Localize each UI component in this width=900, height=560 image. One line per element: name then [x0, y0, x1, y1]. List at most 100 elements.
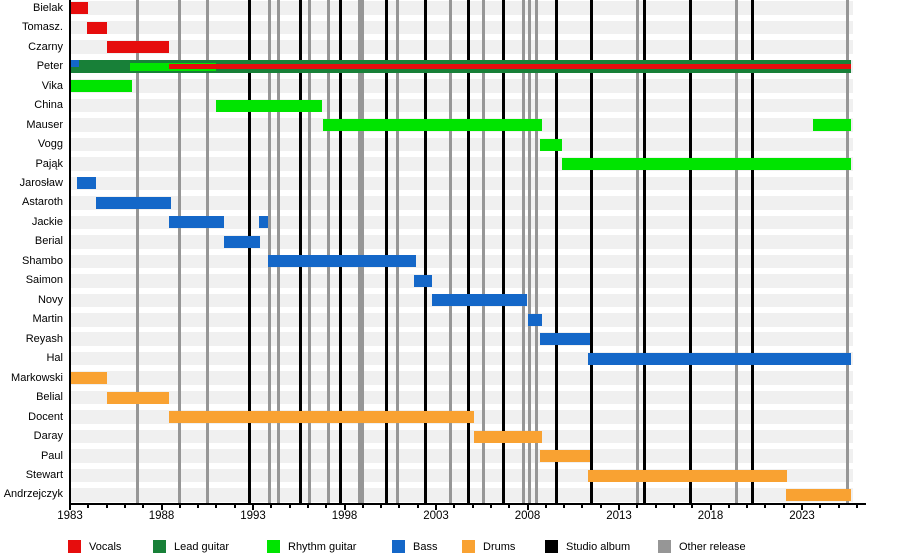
drums-bar [168, 411, 475, 424]
other-release-line [361, 0, 365, 503]
other-release-line [357, 0, 361, 503]
other-release-line [449, 0, 453, 503]
member-row-label: Belial [36, 391, 63, 404]
studio-album-release-line [502, 0, 506, 503]
drums-bar [70, 372, 107, 385]
bass-bar [77, 177, 96, 190]
x-axis-tick [160, 503, 163, 510]
x-axis-tick [691, 503, 694, 508]
member-row-label: Vika [41, 79, 63, 92]
x-axis-tick [672, 503, 675, 508]
member-row-label: Andrzejczyk [3, 488, 63, 501]
member-row-label: Hal [46, 352, 63, 365]
x-axis-year-label: 2003 [423, 510, 449, 522]
member-row-label: Markowski [11, 371, 63, 384]
x-axis-year-label: 2013 [606, 510, 632, 522]
x-axis-tick [197, 503, 200, 508]
vocals-bar [168, 64, 852, 70]
row-stripe [70, 20, 853, 35]
x-axis-tick [361, 503, 364, 508]
member-row-label: Mauser [26, 118, 63, 131]
x-axis-tick [252, 503, 254, 510]
bass-bar [258, 216, 268, 229]
studio-album-release-line [385, 0, 389, 503]
member-row-label: Saimon [25, 274, 63, 287]
studio-album-release-line [299, 0, 303, 503]
x-axis-tick [69, 503, 71, 510]
other-release-line [527, 0, 531, 503]
row-stripe [70, 235, 853, 249]
other-release-line [482, 0, 486, 503]
member-row-label: Docent [28, 410, 63, 423]
member-row-label: Jarosław [19, 176, 63, 189]
legend-swatch-rhythm [267, 540, 280, 553]
member-row-label: Reyash [25, 332, 63, 345]
x-axis-tick [782, 503, 785, 508]
x-axis-tick [746, 503, 749, 508]
member-row-label: Astaroth [22, 196, 63, 209]
member-row-label: Tomasz. [22, 21, 63, 34]
member-row-label: Novy [37, 293, 63, 306]
row-stripe [70, 1, 853, 15]
bass-bar [168, 216, 224, 229]
x-axis-tick [270, 503, 273, 508]
x-axis-tick [416, 503, 419, 508]
member-row-label: Daray [33, 430, 63, 442]
x-axis-tick [453, 503, 456, 508]
other-release-line [178, 0, 182, 503]
drums-bar [587, 469, 788, 482]
other-release-line [846, 0, 850, 503]
x-axis-tick [636, 503, 639, 508]
vocals-bar [106, 41, 169, 54]
x-axis-tick [801, 503, 803, 510]
other-release-line [277, 0, 281, 503]
other-release-line [635, 0, 639, 503]
bass-bar [432, 294, 528, 307]
studio-album-release-line [555, 0, 559, 503]
row-stripe [70, 390, 853, 405]
row-stripe [70, 196, 853, 210]
x-axis-tick [288, 503, 291, 508]
other-release-line [136, 0, 140, 503]
drums-bar [474, 430, 543, 443]
rhythm-bar [813, 119, 852, 131]
x-axis-tick [435, 503, 437, 510]
bass-bar [540, 333, 590, 346]
other-release-line [734, 0, 738, 503]
x-axis-tick [837, 503, 840, 508]
bass-bar [223, 235, 261, 248]
other-release-line [308, 0, 312, 503]
x-axis-tick [764, 503, 767, 508]
x-axis-tick [142, 503, 145, 508]
rhythm-bar [216, 99, 323, 112]
x-axis-year-label: 1988 [148, 510, 175, 522]
rhythm-bar [322, 119, 543, 131]
row-stripe [70, 313, 853, 327]
row-stripe [70, 429, 853, 444]
member-row-label: China [34, 99, 63, 111]
studio-album-release-line [643, 0, 647, 503]
rhythm-bar [562, 158, 852, 170]
y-axis-line [69, 0, 71, 505]
x-axis-year-label: 2008 [514, 510, 541, 522]
bass-bar [267, 255, 416, 268]
legend-swatch-bass [392, 540, 405, 553]
x-axis-tick [178, 503, 181, 508]
x-axis-tick [709, 503, 712, 510]
x-axis-tick [727, 503, 730, 508]
x-axis-year-label: 2018 [697, 510, 724, 522]
member-row-label: Pająk [35, 157, 63, 170]
drums-bar [785, 488, 852, 501]
row-stripe [70, 176, 853, 191]
member-row-label: Berial [34, 235, 63, 248]
member-row-label: Peter [36, 60, 63, 73]
vocals-bar [70, 2, 89, 15]
x-axis-tick [544, 503, 547, 508]
studio-album-release-line [247, 0, 251, 503]
legend-swatch-drums [462, 540, 475, 553]
bass-bar [527, 313, 543, 326]
x-axis-tick [105, 503, 108, 508]
member-row-label: Vogg [37, 138, 63, 150]
